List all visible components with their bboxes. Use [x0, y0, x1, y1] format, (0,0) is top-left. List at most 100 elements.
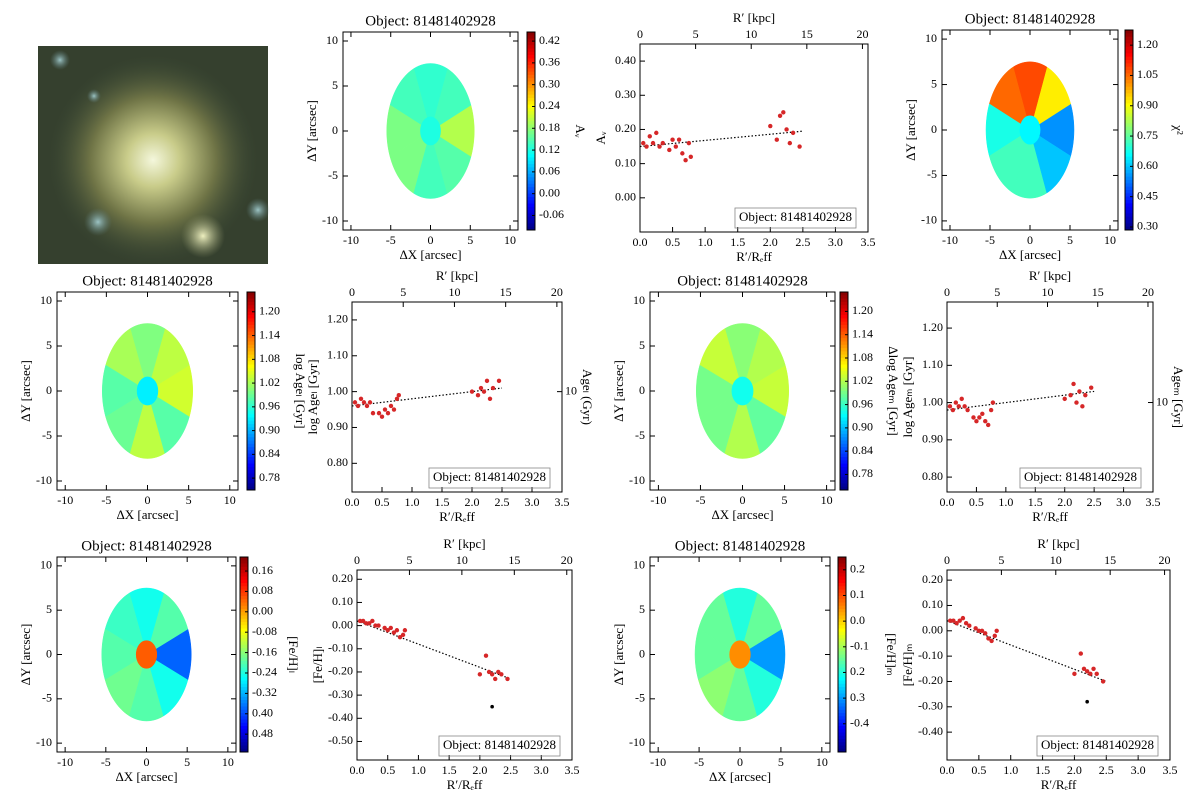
- colorbar-stripe: [527, 91, 535, 96]
- colorbar-stripe: [240, 719, 248, 724]
- colorbar-stripe: [527, 203, 535, 208]
- colorbar-stripe: [527, 197, 535, 201]
- map-sector: [1012, 129, 1048, 199]
- data-point: [489, 672, 495, 677]
- colorbar-frame: [239, 556, 249, 753]
- x-tick-label: 1.5: [730, 235, 745, 249]
- x-tick-label: 2.5: [503, 763, 518, 777]
- data-point: [1074, 400, 1079, 405]
- colorbar-frame: [837, 556, 847, 753]
- colorbar-stripe: [247, 397, 255, 402]
- colorbar-stripe: [838, 677, 846, 681]
- x-axis-label: R′/Rₑff: [1041, 777, 1077, 792]
- colorbar-stripe: [840, 328, 848, 333]
- colorbar-stripe: [240, 648, 248, 652]
- data-point: [1078, 651, 1084, 656]
- map-sector: [146, 592, 189, 656]
- colorbar-tick-label: 0.48: [252, 726, 273, 740]
- data-point: [667, 147, 672, 153]
- x2-tick-label: 10: [456, 553, 468, 567]
- colorbar-tick-label: 0.06: [539, 164, 560, 178]
- data-point: [1081, 666, 1087, 671]
- colorbar-stripe: [527, 154, 535, 158]
- data-point: [367, 621, 372, 626]
- colorbar-stripe: [840, 311, 848, 316]
- data-point: [1094, 671, 1099, 677]
- colorbar-stripe: [840, 443, 848, 448]
- colorbar-stripe: [840, 433, 848, 438]
- colorbar-stripe: [247, 417, 255, 422]
- x2-tick-label: 15: [1092, 285, 1104, 299]
- fit-line: [639, 130, 803, 148]
- colorbar-stripe: [247, 400, 255, 405]
- data-point: [989, 638, 994, 644]
- colorbar-stripe: [838, 735, 846, 740]
- colorbar-stripe: [838, 641, 846, 646]
- x-tick-label: 2.0: [763, 235, 778, 249]
- colorbar-stripe: [240, 722, 248, 727]
- colorbar-stripe: [247, 354, 255, 359]
- data-point: [654, 130, 659, 136]
- data-point: [391, 630, 397, 635]
- colorbar-stripe: [840, 410, 848, 415]
- colorbar-stripe: [840, 331, 848, 336]
- colorbar-tick-label: 0.75: [1137, 128, 1158, 142]
- colorbar-stripe: [247, 308, 255, 313]
- y-tick-label: -0.20: [918, 673, 943, 687]
- panel-title: Object: 81481402928: [82, 273, 212, 289]
- colorbar-stripe: [247, 361, 255, 366]
- colorbar-stripe: [840, 367, 848, 372]
- data-point: [376, 410, 382, 416]
- y-tick-label: -10: [629, 473, 645, 487]
- colorbar-stripe: [838, 739, 846, 743]
- colorbar-stripe: [527, 98, 535, 102]
- data-point: [1062, 396, 1067, 402]
- map-core: [136, 376, 159, 406]
- colorbar-stripe: [840, 457, 848, 461]
- data-point: [1077, 389, 1082, 394]
- data-point: [364, 621, 369, 626]
- y-tick-label: 1.00: [327, 383, 348, 397]
- data-point: [784, 127, 789, 132]
- x-tick-label: -10: [343, 233, 359, 247]
- y-tick-label: 1.20: [327, 312, 348, 326]
- colorbar-stripe: [240, 586, 248, 590]
- colorbar-stripe: [840, 404, 848, 408]
- colorbar-stripe: [838, 625, 846, 629]
- x-tick-label: 3.5: [1163, 763, 1178, 777]
- x-tick-label: 0: [737, 755, 743, 769]
- data-point: [960, 615, 966, 621]
- colorbar-stripe: [240, 602, 248, 607]
- map-sector: [129, 390, 166, 459]
- map-sector: [147, 390, 190, 454]
- star: [84, 208, 112, 236]
- colorbar-stripe: [838, 719, 846, 724]
- colorbar-stripe: [240, 644, 248, 649]
- x-tick-label: 2.0: [472, 763, 487, 777]
- colorbar-stripe: [1125, 60, 1133, 64]
- data-point: [483, 653, 489, 658]
- x-tick-label: 0: [428, 233, 434, 247]
- colorbar-stripe: [838, 732, 846, 737]
- colorbar-stripe: [247, 473, 255, 478]
- colorbar-stripe: [240, 726, 248, 730]
- x-tick-label: 1.5: [1035, 763, 1050, 777]
- legend-text: Object: 81481402928: [433, 469, 546, 484]
- colorbar-stripe: [527, 78, 535, 82]
- x-tick-label: 2.5: [495, 495, 510, 509]
- map-sector: [389, 68, 431, 132]
- colorbar-tick-label: 1.02: [852, 373, 873, 387]
- colorbar-stripe: [247, 486, 255, 491]
- y-tick-label: 10: [925, 31, 937, 45]
- map-sector: [989, 66, 1031, 131]
- map-sector: [104, 592, 147, 656]
- y-tick-label: -0.40: [918, 724, 943, 738]
- map-sector: [1029, 129, 1071, 194]
- x2-tick-label: 10: [1050, 553, 1062, 567]
- data-point: [402, 628, 408, 633]
- colorbar-tick-label: 0.1: [850, 587, 865, 601]
- colorbar-tick-label: 0.90: [852, 420, 873, 434]
- colorbar-stripe: [1125, 126, 1133, 131]
- colorbar-tick-label: 0.3: [850, 690, 865, 704]
